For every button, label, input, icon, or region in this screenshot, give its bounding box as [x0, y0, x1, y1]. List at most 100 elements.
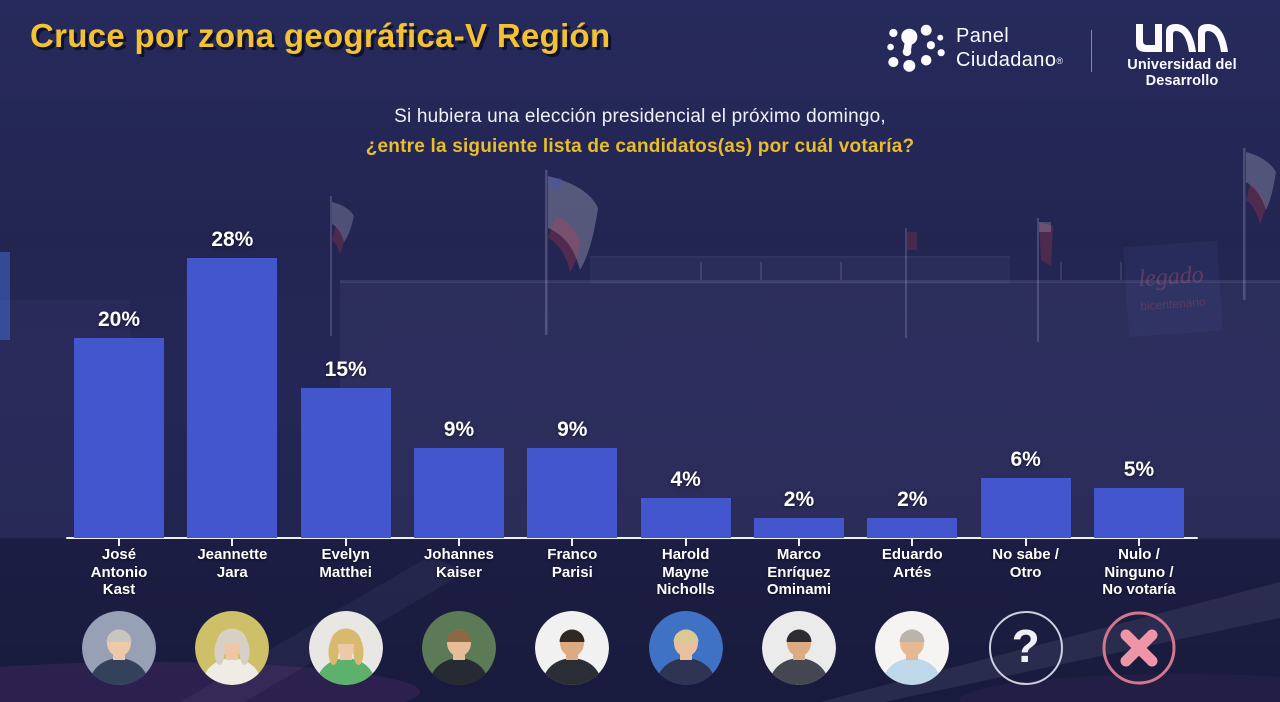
chile-flag-icon [905, 228, 917, 338]
candidate-name-line: Antonio [90, 563, 148, 581]
axis-tick [911, 539, 914, 546]
value-label: 4% [670, 468, 701, 491]
candidate-name-line: Parisi [551, 563, 593, 581]
value-label: 6% [1010, 448, 1041, 471]
nulo-avatar [1102, 611, 1176, 685]
axis-tick [797, 539, 800, 546]
udd-logo-icon [1136, 24, 1228, 52]
panel-ciudadano-logo-text: Panel Ciudadano® [956, 24, 1063, 73]
candidate-name: No sabe / Otro [966, 546, 1086, 581]
svg-text:legado: legado [1138, 262, 1205, 292]
jose-antonio-kast-avatar [82, 611, 156, 685]
candidate-name-line: Enríquez [767, 563, 831, 581]
question-line-2: ¿entre la siguiente lista de candidatos(… [365, 136, 915, 157]
bar [980, 478, 1071, 538]
panel-ciudadano-logo-icon [887, 24, 945, 72]
registered-mark: ® [1056, 55, 1064, 66]
harold-mayne-nicholls-avatar-photo [648, 611, 723, 685]
marco-enriquez-ominami-avatar [761, 611, 836, 685]
bar [640, 498, 731, 538]
logo-divider [1091, 30, 1092, 72]
evelyn-matthei-avatar-photo [308, 611, 383, 685]
bar [413, 448, 504, 538]
bar [1093, 488, 1184, 538]
value-label: 5% [1123, 458, 1155, 481]
candidate-name-line: Nicholls [656, 581, 715, 598]
bar [74, 338, 164, 538]
axis-tick [231, 539, 234, 546]
candidate-name-line: Harold [661, 546, 710, 563]
candidate-name: Harold Mayne Nicholls [626, 546, 746, 599]
candidate-name: Franco Parisi [512, 546, 632, 581]
panel-logo-line1: Panel [956, 24, 1010, 47]
candidate-name-line: Mayne [662, 563, 709, 581]
question-line-1: Si hubiera una elección presidencial el … [394, 106, 886, 127]
candidate-name-line: Nulo / [1118, 546, 1160, 563]
candidate-name: Nulo / Ninguno / No votaría [1079, 546, 1199, 599]
candidate-name-line: Artés [893, 563, 932, 581]
value-label: 2% [783, 488, 815, 511]
axis-tick [118, 539, 120, 546]
bar [300, 388, 391, 538]
value-label: 15% [324, 358, 367, 381]
candidate-name-line: Kast [102, 581, 136, 598]
candidate-name: José Antonio Kast [59, 546, 179, 599]
page-title: Cruce por zona geográfica-V Región [30, 17, 611, 54]
cross-icon [1102, 611, 1176, 685]
candidate-name: Johannes Kaiser [399, 546, 519, 581]
value-label: 2% [897, 488, 928, 511]
legado-sign: legado bicentenario [1122, 240, 1223, 338]
jeannette-jara-avatar-photo [195, 611, 270, 685]
axis-tick [684, 539, 687, 546]
bar [527, 448, 618, 538]
candidate-name-line: Ninguno / [1104, 563, 1174, 581]
candidate-name-line: Eduardo [881, 546, 943, 563]
johannes-kaiser-avatar-photo [421, 611, 496, 685]
candidate-name-line: Kaiser [436, 563, 482, 581]
candidate-name: Jeannette Jara [172, 546, 292, 581]
value-label: 9% [557, 418, 588, 441]
bar [187, 258, 278, 538]
candidate-name-line: Johannes [423, 546, 494, 563]
candidate-name-line: Jara [216, 563, 248, 581]
chile-flags [330, 148, 1276, 342]
x-axis-line [66, 537, 1198, 539]
candidate-name: Eduardo Artés [852, 546, 972, 581]
axis-tick [457, 539, 460, 546]
candidate-name-line: Ominami [766, 581, 832, 598]
chile-flag-icon [1243, 148, 1276, 300]
udd-logo-name: Universidad del Desarrollo [1127, 57, 1237, 89]
axis-tick [344, 539, 347, 546]
candidate-name-line: Matthei [319, 563, 372, 581]
candidate-name: Marco Enríquez Ominami [739, 546, 859, 599]
franco-parisi-avatar-photo [535, 611, 610, 685]
chile-flag-icon [330, 196, 354, 336]
panel-ciudadano-logo: Panel Ciudadano® [882, 18, 1063, 78]
evelyn-matthei-avatar [308, 611, 383, 685]
eduardo-artes-avatar-photo [875, 611, 950, 685]
candidate-name-line: Evelyn [321, 546, 370, 563]
value-label: 9% [443, 418, 475, 441]
svg-text:bicentenario: bicentenario [1140, 295, 1207, 314]
candidate-name-line: Otro [1009, 563, 1042, 581]
candidate-name-line: Franco [547, 546, 598, 563]
no-sabe-avatar: ? [988, 611, 1063, 685]
jose-antonio-kast-avatar-photo [82, 611, 156, 685]
johannes-kaiser-avatar [421, 611, 496, 685]
value-label: 20% [97, 308, 141, 331]
value-label: 28% [211, 228, 254, 251]
candidate-name: Evelyn Matthei [286, 546, 406, 581]
udd-logo: Universidad del Desarrollo [1098, 22, 1266, 89]
chile-flag-icon [1037, 218, 1053, 342]
axis-tick [571, 539, 574, 546]
marco-enriquez-ominami-avatar-photo [761, 611, 836, 685]
candidate-name-line: José [101, 546, 137, 563]
candidate-name-line: No votaría [1102, 581, 1176, 598]
bar [753, 518, 844, 538]
bar [867, 518, 958, 538]
panel-logo-line2: Ciudadano® [956, 48, 1064, 71]
chile-flag-icon [545, 170, 598, 335]
harold-mayne-nicholls-avatar [648, 611, 723, 685]
